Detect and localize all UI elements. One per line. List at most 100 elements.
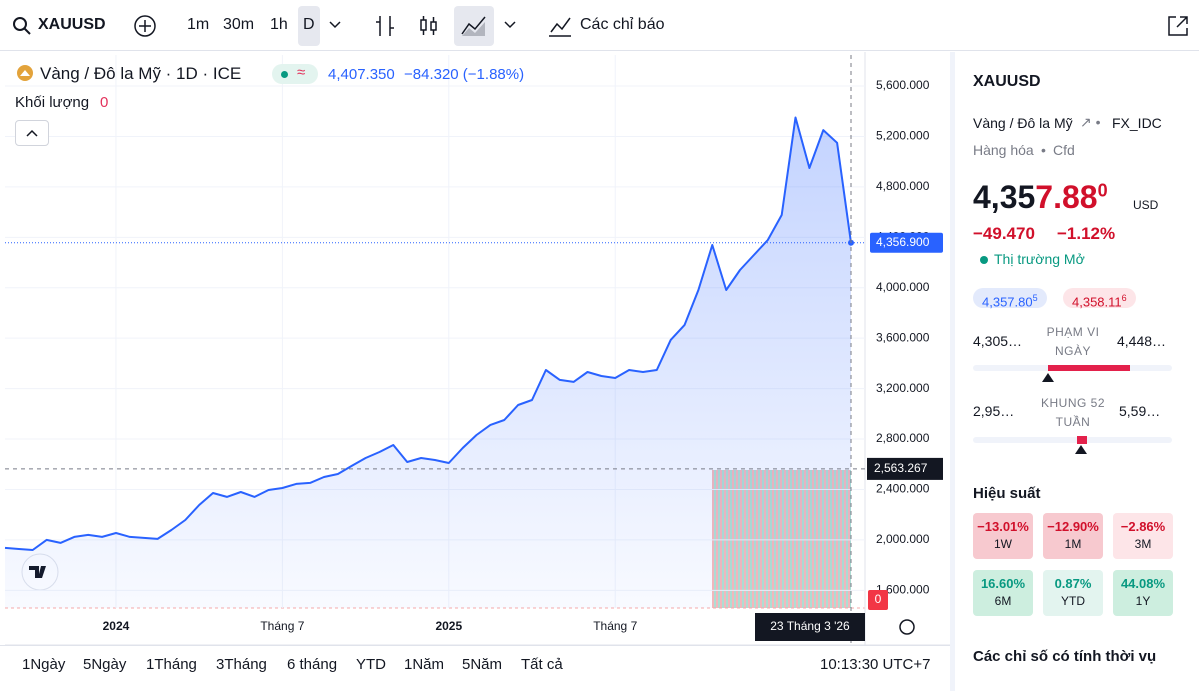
interval[interactable]: D xyxy=(303,16,315,33)
x-tick-label: 2024 xyxy=(103,619,130,633)
range[interactable]: 1Năm xyxy=(404,656,445,673)
year-high: 5,59… xyxy=(1119,403,1161,419)
performance-cell: −13.01% 1W xyxy=(973,513,1033,559)
year-track xyxy=(973,437,1172,443)
y-tick-label: 3,600.000 xyxy=(876,330,930,344)
interval[interactable]: 30m xyxy=(223,16,255,33)
gold-icon xyxy=(17,65,33,81)
crosshair-price-label: 2,563.267 xyxy=(874,461,928,475)
x-tick-label: 2025 xyxy=(435,619,462,633)
interval[interactable]: 1h xyxy=(270,16,288,33)
day-range-bar xyxy=(1048,365,1130,371)
area-active-bg[interactable] xyxy=(454,6,494,46)
range[interactable]: 3Tháng xyxy=(216,656,267,673)
seasonal-title: Các chỉ số có tính thời vụ xyxy=(973,648,1157,665)
volume-marker: 0 xyxy=(875,592,882,606)
range[interactable]: 5Năm xyxy=(462,656,503,673)
range[interactable]: 1Tháng xyxy=(146,656,197,673)
last-price-box xyxy=(870,232,943,253)
range[interactable]: 6 tháng xyxy=(287,656,338,673)
line xyxy=(4,116,852,551)
change-pct: −1.12% xyxy=(1057,224,1116,243)
legend-change: −84.320 (−1.88%) xyxy=(404,66,525,83)
candles-icon[interactable] xyxy=(418,14,440,38)
approx-icon: ≈ xyxy=(297,64,306,81)
ask-value: 4,358.11 xyxy=(1072,294,1122,310)
crosshair-price-box xyxy=(867,457,943,480)
last-price-label: 4,356.900 xyxy=(876,235,930,249)
status-dot xyxy=(281,71,288,78)
collapse-button[interactable] xyxy=(15,120,49,146)
price: 4,357.880 xyxy=(973,179,1108,216)
indicators-icon[interactable] xyxy=(547,14,573,38)
performance-period: 1Y xyxy=(1135,594,1151,608)
currency: USD xyxy=(1133,198,1159,212)
crosshair-date-box xyxy=(755,613,865,641)
panel-kind: Cfd xyxy=(1053,142,1075,158)
bid-value: 4,357.80 xyxy=(982,294,1033,310)
performance-period: 1M xyxy=(1064,537,1082,551)
performance-value: −12.90% xyxy=(1047,519,1099,534)
panel-name: Vàng / Đô la Mỹ xyxy=(973,115,1073,131)
panel-category: Hàng hóa xyxy=(973,142,1034,158)
performance-title: Hiệu suất xyxy=(973,485,1041,502)
bottom-border xyxy=(0,645,950,646)
legend-badge xyxy=(272,64,318,84)
settings-icon[interactable] xyxy=(899,619,915,635)
market-dot xyxy=(980,256,988,264)
y-tick-label: 3,200.000 xyxy=(876,381,930,395)
y-tick-label: 2,400.000 xyxy=(876,482,930,496)
area xyxy=(5,117,851,608)
performance-value: 44.08% xyxy=(1120,576,1166,591)
year-marker xyxy=(1075,445,1087,454)
area-icon[interactable] xyxy=(460,14,488,38)
y-tick-label: 2,800.000 xyxy=(876,431,930,445)
y-tick-label: 4,000.000 xyxy=(876,280,930,294)
range[interactable]: Tất cả xyxy=(521,656,563,673)
chevron[interactable] xyxy=(503,20,517,30)
market-status: Thị trường Mở xyxy=(994,251,1085,267)
y-tick-label: 5,200.000 xyxy=(876,129,930,143)
interval-active-bg xyxy=(298,6,320,46)
performance-period: YTD xyxy=(1061,594,1085,608)
divider xyxy=(950,52,955,691)
legend-price: 4,407.350 xyxy=(328,66,395,83)
y-tick-label: 1,600.000 xyxy=(876,583,930,597)
volume-marker-box xyxy=(868,590,888,610)
performance-cell: −12.90% 1M xyxy=(1043,513,1103,559)
change: −49.470 xyxy=(973,224,1035,243)
y-tick-label: 5,600.000 xyxy=(876,78,930,92)
year-range-bar xyxy=(1077,436,1087,444)
day-label: PHẠM VI NGÀY xyxy=(1046,325,1100,358)
price-accent: 7.88 xyxy=(1035,179,1098,215)
search-icon[interactable] xyxy=(12,16,32,36)
range[interactable]: 5Ngày xyxy=(83,656,127,673)
price-sup: 0 xyxy=(1097,180,1108,201)
chevron[interactable] xyxy=(328,20,342,30)
indicators[interactable]: Các chỉ báo xyxy=(580,16,665,33)
interval[interactable]: 1m xyxy=(187,16,210,33)
performance-cell: 16.60% 6M xyxy=(973,570,1033,616)
range[interactable]: 1Ngày xyxy=(22,656,66,673)
volume-label: Khối lượng xyxy=(15,94,90,111)
dot: • xyxy=(1041,142,1046,158)
add-icon[interactable] xyxy=(133,14,157,38)
y-tick-label: 4,800.000 xyxy=(876,179,930,193)
performance-value: 16.60% xyxy=(980,576,1026,591)
performance-cell: 0.87% YTD xyxy=(1043,570,1103,616)
popout-icon[interactable] xyxy=(1166,14,1190,38)
panel-exchange: FX_IDC xyxy=(1112,115,1162,131)
ask: 4,358.116 xyxy=(1063,288,1136,310)
bid: 4,357.805 xyxy=(973,288,1047,310)
price-main: 4,35 xyxy=(973,179,1036,215)
performance-cell: −2.86% 3M xyxy=(1113,513,1173,559)
bars-icon[interactable] xyxy=(374,14,396,38)
clock: 10:13:30 UTC+7 xyxy=(820,656,931,673)
performance-value: −2.86% xyxy=(1120,519,1166,534)
link-icon[interactable]: ↗ • xyxy=(1080,114,1101,130)
symbol[interactable]: XAUUSD xyxy=(38,16,106,33)
panel-symbol: XAUUSD xyxy=(973,73,1041,90)
range[interactable]: YTD xyxy=(356,656,386,673)
performance-cell: 44.08% 1Y xyxy=(1113,570,1173,616)
